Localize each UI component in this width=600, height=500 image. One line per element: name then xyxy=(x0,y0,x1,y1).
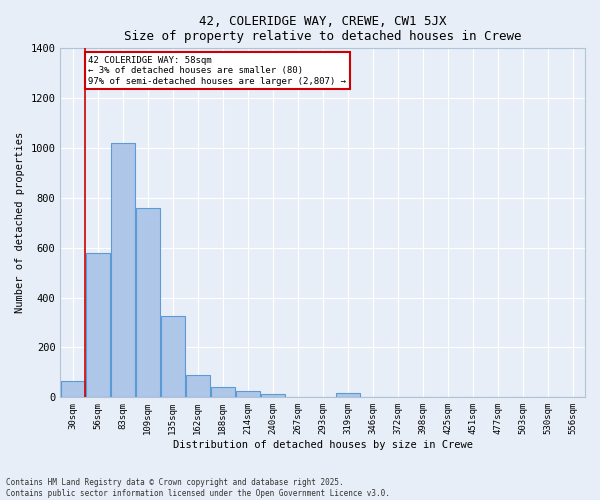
X-axis label: Distribution of detached houses by size in Crewe: Distribution of detached houses by size … xyxy=(173,440,473,450)
Bar xyxy=(111,143,135,398)
Bar xyxy=(61,381,85,398)
Bar xyxy=(236,391,260,398)
Bar xyxy=(161,316,185,398)
Title: 42, COLERIDGE WAY, CREWE, CW1 5JX
Size of property relative to detached houses i: 42, COLERIDGE WAY, CREWE, CW1 5JX Size o… xyxy=(124,15,521,43)
Bar xyxy=(336,393,359,398)
Bar xyxy=(261,394,284,398)
Bar xyxy=(211,388,235,398)
Text: Contains HM Land Registry data © Crown copyright and database right 2025.
Contai: Contains HM Land Registry data © Crown c… xyxy=(6,478,390,498)
Text: 42 COLERIDGE WAY: 58sqm
← 3% of detached houses are smaller (80)
97% of semi-det: 42 COLERIDGE WAY: 58sqm ← 3% of detached… xyxy=(88,56,346,86)
Bar xyxy=(136,208,160,398)
Bar xyxy=(186,375,209,398)
Y-axis label: Number of detached properties: Number of detached properties xyxy=(15,132,25,314)
Bar xyxy=(86,252,110,398)
